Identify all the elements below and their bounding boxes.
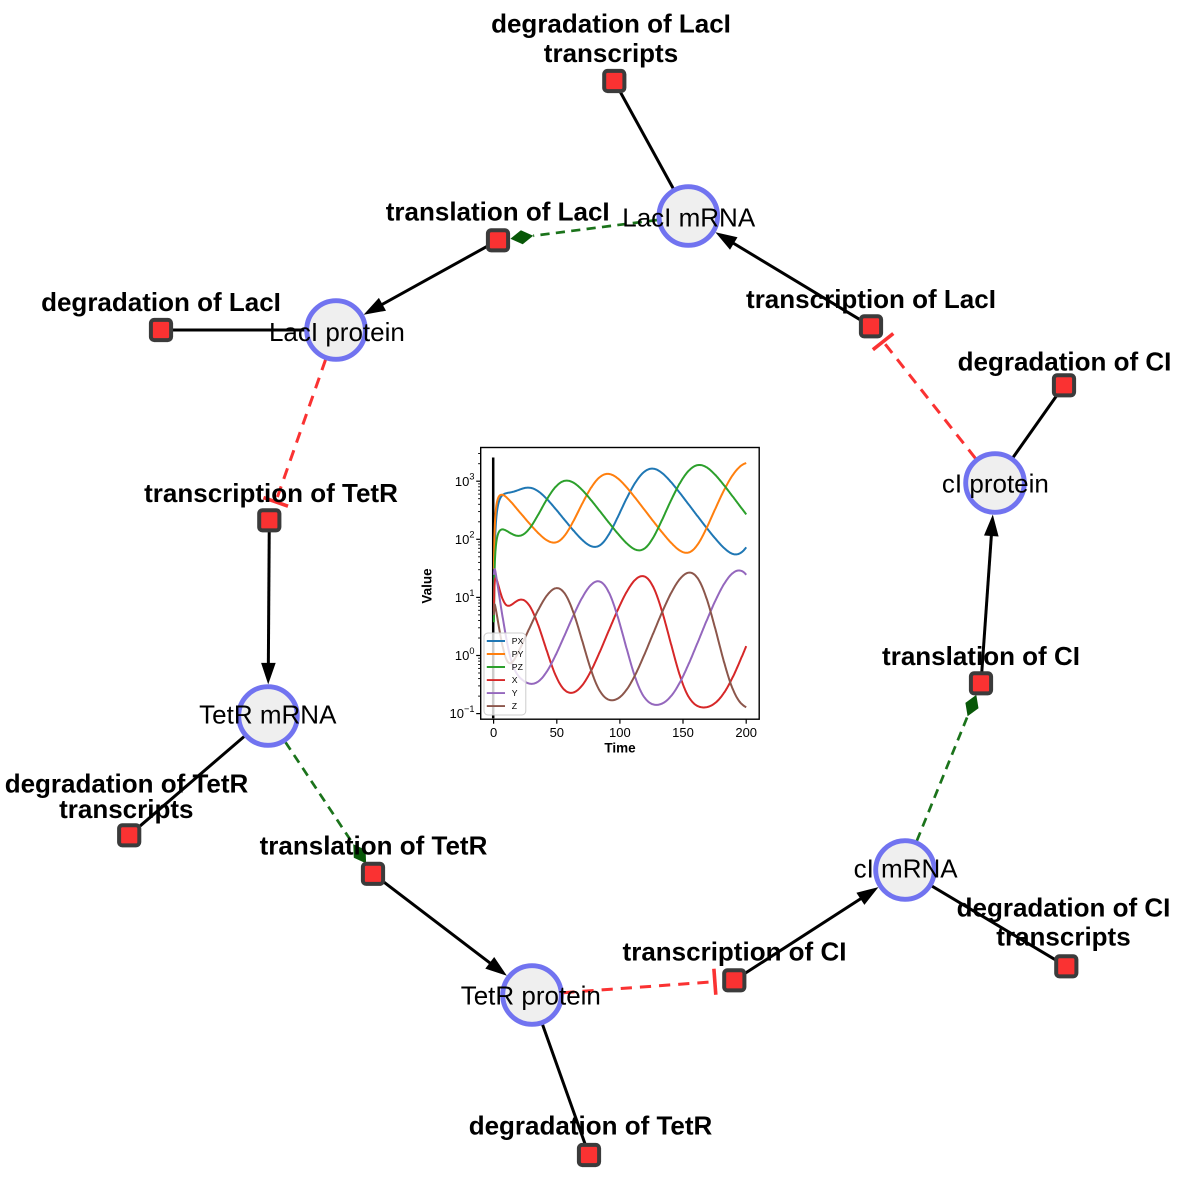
svg-text:transcripts: transcripts bbox=[59, 794, 193, 824]
svg-text:transcription of LacI: transcription of LacI bbox=[746, 284, 996, 314]
svg-text:X: X bbox=[512, 675, 518, 685]
svg-text:200: 200 bbox=[735, 725, 757, 740]
svg-text:TetR protein: TetR protein bbox=[461, 981, 601, 1011]
svg-text:cI mRNA: cI mRNA bbox=[854, 854, 959, 884]
svg-text:Z: Z bbox=[512, 701, 518, 711]
svg-text:PY: PY bbox=[512, 649, 524, 659]
svg-text:Y: Y bbox=[512, 688, 518, 698]
svg-text:degradation of CI: degradation of CI bbox=[957, 893, 1171, 923]
svg-text:transcripts: transcripts bbox=[544, 38, 678, 68]
svg-text:LacI mRNA: LacI mRNA bbox=[622, 202, 756, 232]
svg-text:PZ: PZ bbox=[512, 662, 524, 672]
svg-text:transcription of TetR: transcription of TetR bbox=[144, 478, 398, 508]
svg-text:translation of LacI: translation of LacI bbox=[386, 197, 610, 227]
svg-text:translation of TetR: translation of TetR bbox=[260, 831, 488, 861]
svg-text:Value: Value bbox=[420, 568, 435, 604]
svg-text:transcription of CI: transcription of CI bbox=[623, 937, 847, 967]
svg-text:LacI protein: LacI protein bbox=[269, 317, 405, 347]
svg-text:translation of CI: translation of CI bbox=[882, 641, 1080, 671]
svg-text:50: 50 bbox=[550, 725, 564, 740]
svg-text:TetR mRNA: TetR mRNA bbox=[199, 700, 337, 730]
svg-text:cI protein: cI protein bbox=[942, 469, 1049, 499]
svg-text:0: 0 bbox=[490, 725, 497, 740]
svg-text:100: 100 bbox=[609, 725, 631, 740]
svg-text:degradation of LacI: degradation of LacI bbox=[41, 287, 281, 317]
svg-text:PX: PX bbox=[512, 636, 524, 646]
svg-text:degradation of TetR: degradation of TetR bbox=[469, 1111, 713, 1141]
svg-text:degradation of LacI: degradation of LacI bbox=[491, 9, 731, 39]
svg-text:degradation of CI: degradation of CI bbox=[958, 347, 1172, 377]
svg-text:150: 150 bbox=[672, 725, 694, 740]
svg-text:Time: Time bbox=[604, 741, 636, 756]
svg-text:degradation of TetR: degradation of TetR bbox=[5, 769, 249, 799]
svg-text:transcripts: transcripts bbox=[996, 922, 1130, 952]
